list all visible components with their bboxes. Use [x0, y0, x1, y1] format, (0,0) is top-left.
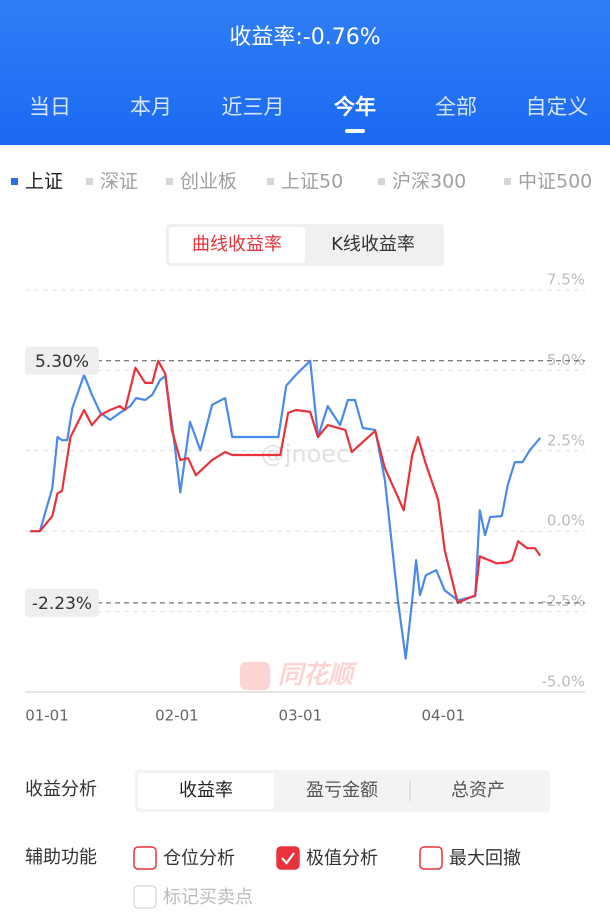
y-tick-label: -5.0% [541, 673, 585, 691]
index-tab[interactable]: 中证500 [518, 171, 592, 193]
logo-text: 同花顺 [278, 660, 358, 689]
extreme-label: 5.30% [35, 352, 89, 372]
checkbox[interactable] [419, 846, 443, 870]
index-tab[interactable]: 创业板 [180, 171, 237, 193]
x-tick-label: 01-01 [25, 707, 69, 725]
checkbox-label[interactable]: 极值分析 [306, 848, 378, 869]
chart-toggle-tab[interactable]: 曲线收益率 [192, 234, 282, 255]
index-tab[interactable]: 上证50 [281, 171, 343, 193]
index-dot [504, 178, 511, 185]
extreme-label: -2.23% [32, 594, 92, 614]
analysis-tab[interactable]: 收益率 [179, 780, 233, 801]
y-tick-label: 7.5% [547, 271, 585, 289]
index-dot [378, 178, 385, 185]
y-tick-label: 2.5% [547, 431, 585, 449]
y-tick-label: 0.0% [547, 512, 585, 530]
checkbox[interactable] [133, 846, 157, 870]
y-tick-label: 5.0% [547, 351, 585, 369]
x-tick-label: 02-01 [155, 707, 199, 725]
index-tab[interactable]: 沪深300 [392, 171, 466, 193]
period-tab[interactable]: 当日 [29, 95, 71, 119]
checkbox-label[interactable]: 最大回撤 [449, 848, 521, 869]
checkmark [281, 852, 295, 865]
chart-toggle-tab[interactable]: K线收益率 [331, 234, 415, 255]
extreme-pill [25, 588, 99, 617]
period-tab[interactable]: 自定义 [526, 95, 589, 119]
index-dot [166, 178, 173, 185]
index-tab[interactable]: 深证 [100, 171, 138, 193]
header-bg [0, 0, 610, 145]
x-tick-label: 03-01 [279, 707, 323, 725]
index-dot [11, 178, 18, 185]
x-tick-label: 04-01 [421, 707, 465, 725]
index-dot [267, 178, 274, 185]
index-dot [86, 178, 93, 185]
analysis-active [138, 773, 274, 809]
chart-toggle-active [169, 227, 305, 263]
period-tab[interactable]: 本月 [130, 95, 172, 119]
checkbox [133, 885, 157, 909]
analysis-tab[interactable]: 盈亏金额 [306, 780, 378, 801]
aux-label: 辅助功能 [25, 847, 97, 868]
analysis-label: 收益分析 [25, 779, 97, 800]
period-tab[interactable]: 近三月 [222, 95, 285, 119]
logo-icon [240, 662, 270, 690]
checkbox[interactable] [276, 846, 300, 870]
tab-underline [345, 129, 365, 133]
period-tab[interactable]: 全部 [435, 95, 477, 119]
y-tick-label: -2.5% [541, 592, 585, 610]
header-title: 收益率:-0.76% [229, 25, 380, 50]
index-tab[interactable]: 上证 [25, 171, 63, 193]
checkbox-label: 标记买卖点 [163, 887, 253, 908]
period-tab[interactable]: 今年 [334, 95, 376, 119]
checkbox-label[interactable]: 仓位分析 [163, 848, 235, 869]
analysis-tab[interactable]: 总资产 [451, 780, 505, 801]
extreme-pill [25, 346, 99, 375]
series-line [30, 359, 542, 604]
